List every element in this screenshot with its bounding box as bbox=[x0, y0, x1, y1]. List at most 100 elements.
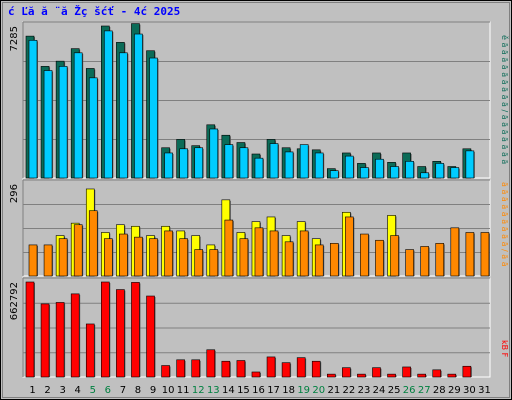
bar-day-21-s1 bbox=[329, 243, 339, 277]
bar-day-18-s1 bbox=[284, 151, 294, 179]
chart-title: ć Ľă ă ¨ă Žç šćť - 4ć 2025 bbox=[8, 5, 180, 18]
bar-day-26-s0 bbox=[402, 366, 411, 378]
bar-day-12-s1 bbox=[194, 147, 204, 179]
bar-day-27-s1 bbox=[420, 172, 429, 179]
bar-day-16-s1 bbox=[254, 227, 264, 277]
bar-day-20-s0 bbox=[311, 360, 321, 378]
x-tick-24: 24 bbox=[373, 385, 386, 396]
bar-day-14-s1 bbox=[224, 219, 234, 277]
x-tick-21: 21 bbox=[327, 385, 340, 396]
bars-middle bbox=[28, 188, 490, 277]
x-tick-14: 14 bbox=[222, 385, 235, 396]
bar-day-7-s1 bbox=[119, 233, 128, 277]
bar-day-25-s0 bbox=[387, 373, 396, 378]
bar-day-11-s1 bbox=[179, 238, 188, 277]
bar-day-1-s1 bbox=[28, 244, 38, 277]
bar-day-13-s1 bbox=[209, 128, 219, 179]
bars-bottom bbox=[25, 281, 472, 378]
bar-day-12-s0 bbox=[191, 359, 201, 378]
bar-day-26-s1 bbox=[405, 249, 414, 277]
bar-day-13-s0 bbox=[206, 349, 216, 378]
bar-day-17-s0 bbox=[266, 356, 276, 378]
x-tick-1: 1 bbox=[29, 385, 35, 396]
bar-day-19-s1 bbox=[299, 144, 309, 179]
bar-day-14-s0 bbox=[221, 360, 231, 378]
bar-day-28-s1 bbox=[435, 243, 445, 277]
bar-day-15-s1 bbox=[239, 238, 249, 277]
bar-day-30-s1 bbox=[465, 150, 475, 179]
bar-day-28-s1 bbox=[435, 163, 445, 179]
bar-day-17-s1 bbox=[269, 230, 279, 277]
bar-day-9-s1 bbox=[149, 57, 158, 179]
x-tick-25: 25 bbox=[388, 385, 401, 396]
bar-day-14-s1 bbox=[224, 144, 234, 179]
x-tick-22: 22 bbox=[343, 385, 356, 396]
bar-day-24-s1 bbox=[375, 158, 384, 179]
bar-day-11-s0 bbox=[176, 359, 185, 378]
bar-day-16-s0 bbox=[251, 371, 261, 378]
x-tick-29: 29 bbox=[448, 385, 461, 396]
bar-day-25-s1 bbox=[390, 166, 399, 179]
legend-top-text: ě ă ă ă ă ă ă ă ă ă / ă ă ă ă ă ă ă bbox=[500, 35, 509, 164]
x-tick-26: 26 bbox=[403, 385, 416, 396]
y-max-label: 296 bbox=[9, 184, 20, 203]
x-tick-9: 9 bbox=[150, 385, 156, 396]
x-tick-7: 7 bbox=[120, 385, 126, 396]
bar-day-2-s1 bbox=[43, 244, 53, 277]
bar-day-20-s1 bbox=[314, 244, 324, 277]
chart-panels: 7285 296 662792 bbox=[9, 21, 491, 378]
x-tick-20: 20 bbox=[312, 385, 325, 396]
x-tick-2: 2 bbox=[44, 385, 50, 396]
bar-day-6-s1 bbox=[104, 30, 113, 179]
x-tick-19: 19 bbox=[297, 385, 310, 396]
x-tick-30: 30 bbox=[463, 385, 476, 396]
x-tick-11: 11 bbox=[177, 385, 190, 396]
bar-day-1-s1 bbox=[28, 39, 38, 179]
bar-day-22-s1 bbox=[345, 216, 354, 277]
x-tick-12: 12 bbox=[192, 385, 205, 396]
x-tick-8: 8 bbox=[135, 385, 141, 396]
bar-day-23-s1 bbox=[360, 167, 369, 179]
bar-day-24-s0 bbox=[372, 367, 381, 378]
bar-day-3-s0 bbox=[55, 302, 65, 378]
x-tick-15: 15 bbox=[237, 385, 250, 396]
bar-day-2-s1 bbox=[43, 70, 53, 179]
bar-day-6-s0 bbox=[101, 281, 110, 378]
bar-day-4-s0 bbox=[70, 293, 80, 378]
x-tick-27: 27 bbox=[418, 385, 431, 396]
bar-day-29-s1 bbox=[450, 227, 460, 277]
panel-top: 7285 bbox=[9, 21, 491, 179]
bar-day-5-s1 bbox=[88, 77, 98, 179]
bar-day-21-s1 bbox=[329, 170, 339, 179]
bar-day-19-s1 bbox=[299, 230, 309, 277]
bar-day-28-s0 bbox=[432, 369, 442, 378]
bar-day-16-s1 bbox=[254, 157, 264, 179]
right-legend: ě ă ă ă ă ă ă ă ă ă / ă ă ă ă ă ă ă ă ă … bbox=[500, 35, 509, 358]
bar-day-22-s1 bbox=[345, 155, 354, 179]
x-axis-ticks: 1 2 3 4 5 6 7 8 9 10 11 12 13 14 15 16 17 18 19 20 21 22 23 24 2… bbox=[29, 385, 490, 396]
x-tick-13: 13 bbox=[207, 385, 220, 396]
bar-day-10-s1 bbox=[164, 230, 173, 277]
y-max-label: 7285 bbox=[9, 26, 20, 51]
x-tick-23: 23 bbox=[358, 385, 371, 396]
bar-day-24-s1 bbox=[375, 239, 384, 277]
bar-day-25-s1 bbox=[390, 235, 399, 277]
panel-bottom: 662792 bbox=[9, 277, 491, 378]
bar-day-4-s1 bbox=[73, 224, 83, 277]
x-tick-17: 17 bbox=[267, 385, 280, 396]
bar-day-12-s1 bbox=[194, 249, 204, 277]
bar-day-27-s1 bbox=[420, 246, 429, 277]
x-tick-31: 31 bbox=[478, 385, 491, 396]
bar-day-15-s0 bbox=[236, 360, 246, 378]
bars-top bbox=[25, 23, 475, 179]
bar-day-10-s0 bbox=[161, 365, 170, 378]
bar-day-18-s0 bbox=[281, 362, 291, 378]
bar-day-13-s1 bbox=[209, 249, 219, 277]
bar-day-15-s1 bbox=[239, 147, 249, 179]
bar-day-3-s1 bbox=[58, 66, 68, 179]
bar-day-7-s1 bbox=[119, 52, 128, 179]
bar-day-4-s1 bbox=[73, 52, 83, 179]
bar-day-31-s1 bbox=[480, 232, 490, 277]
